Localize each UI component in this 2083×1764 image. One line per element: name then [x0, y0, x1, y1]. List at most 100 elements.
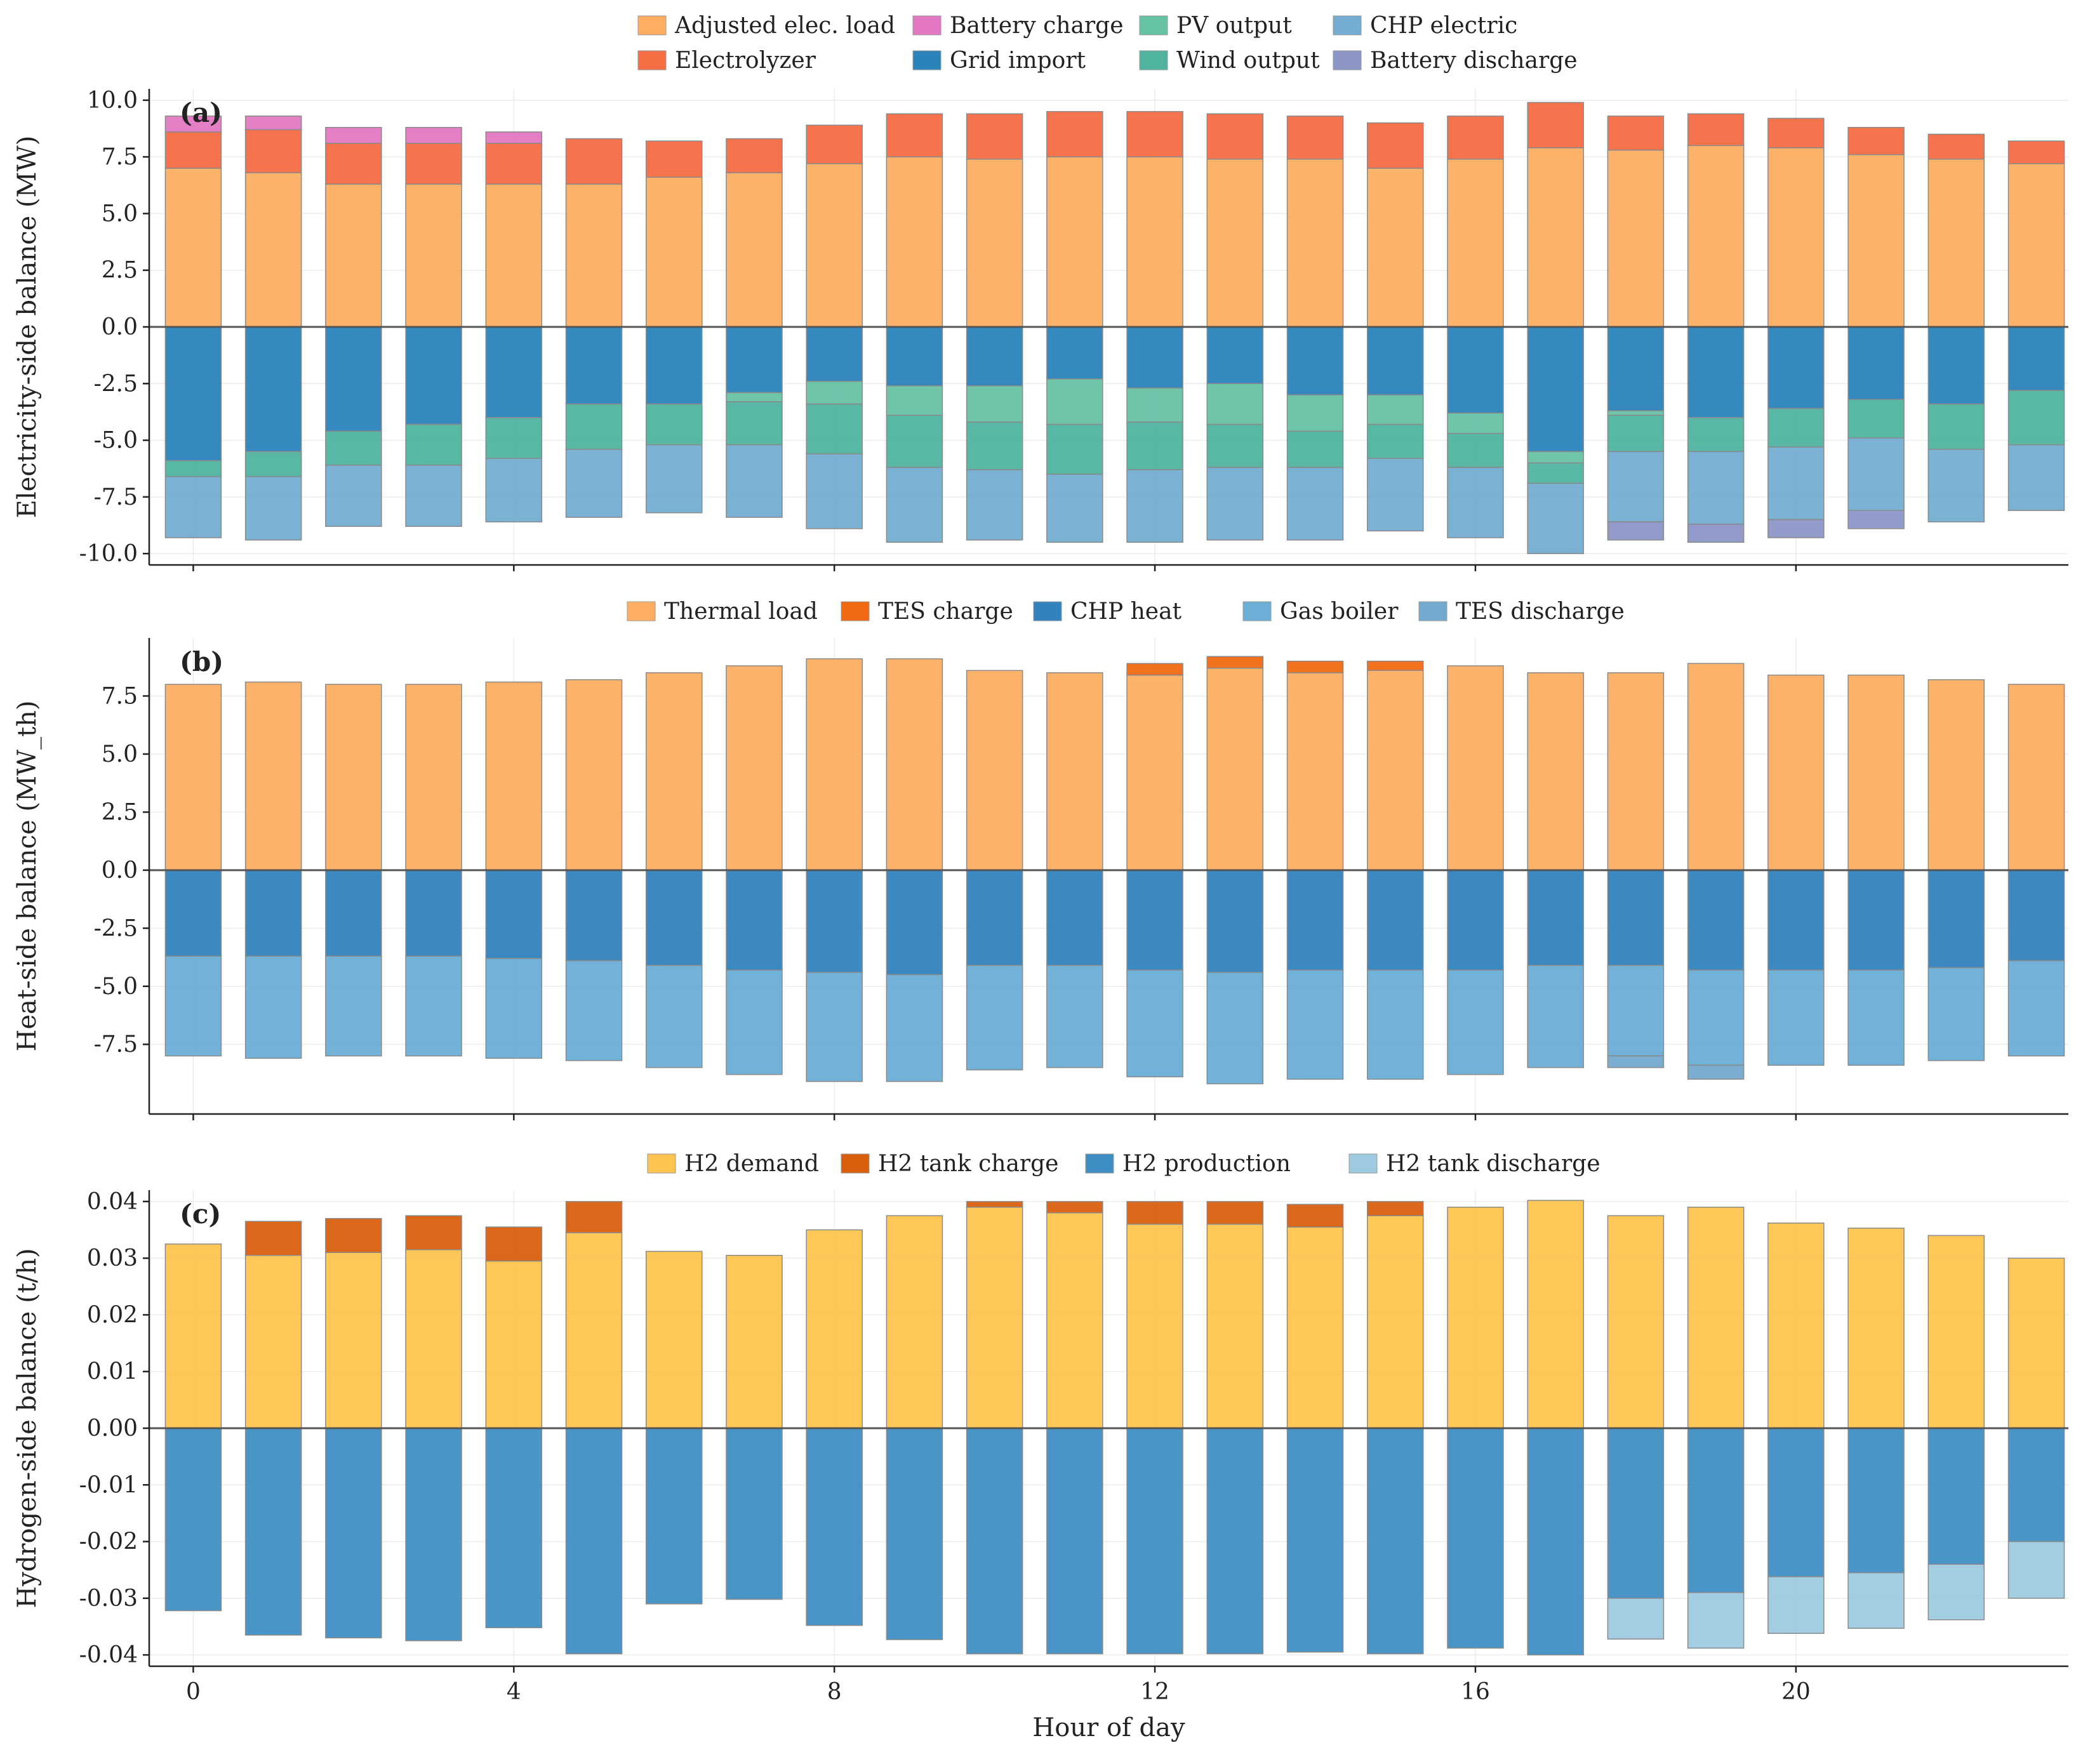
bar-segment — [565, 679, 623, 871]
bar-segment — [164, 1428, 222, 1612]
bar-segment — [325, 870, 382, 957]
bar-segment — [164, 116, 222, 133]
bar-segment — [645, 176, 703, 328]
bar-segment — [966, 1201, 1023, 1208]
bar-segment — [726, 401, 783, 446]
bar-segment — [1206, 423, 1264, 468]
bar-segment — [1126, 387, 1183, 423]
bar-segment — [244, 451, 302, 477]
legend-label: Adjusted elec. load — [674, 13, 895, 39]
legend-label: Battery charge — [950, 13, 1124, 39]
bar-segment — [485, 1428, 543, 1629]
bar-segment — [1286, 870, 1344, 971]
y-tick-label: -0.04 — [79, 1642, 138, 1668]
bar-segment — [565, 1232, 623, 1429]
bar-segment — [485, 142, 543, 185]
bar-segment — [1366, 394, 1424, 425]
bar-segment — [565, 183, 623, 328]
bar-segment — [886, 1428, 943, 1640]
y-tick-label: 2.5 — [102, 799, 138, 825]
bar-segment — [405, 1428, 462, 1641]
bar-segment — [405, 1215, 462, 1250]
bar-segment — [1607, 672, 1665, 871]
bar-segment — [1046, 156, 1103, 328]
bar-segment — [1527, 672, 1584, 871]
bar-segment — [485, 131, 543, 144]
bar-segment — [886, 385, 943, 416]
bar-segment — [325, 142, 382, 185]
bar-segment — [1286, 326, 1344, 395]
bar-segment — [645, 403, 703, 446]
bar-segment — [1286, 1226, 1344, 1429]
bar-segment — [1767, 969, 1825, 1066]
bar-segment — [1126, 1201, 1183, 1225]
bar-segment — [1046, 326, 1103, 380]
y-tick-label: 10.0 — [87, 88, 138, 114]
bar-segment — [1286, 1204, 1344, 1228]
bar-segment — [1447, 116, 1504, 160]
legend-swatch — [841, 601, 870, 621]
bar-segment — [645, 1428, 703, 1605]
bar-segment — [1206, 1428, 1264, 1655]
bar-segment — [1286, 1428, 1344, 1653]
bar-segment — [1447, 467, 1504, 538]
legend-label: Grid import — [950, 48, 1086, 74]
x-axis-title: Hour of day — [1032, 1713, 1185, 1742]
bar-segment — [1687, 870, 1745, 971]
bar-segment — [726, 138, 783, 173]
bar-segment — [565, 326, 623, 405]
bar-segment — [1206, 383, 1264, 425]
bar-segment — [1527, 451, 1584, 464]
bar-segment — [1847, 437, 1905, 512]
bar-segment — [726, 665, 783, 871]
bar-segment — [565, 403, 623, 450]
bar-segment — [1046, 1201, 1103, 1214]
bar-segment — [405, 1249, 462, 1429]
bar-segment — [645, 326, 703, 405]
bar-segment — [1206, 467, 1264, 541]
legend-swatch — [637, 15, 667, 36]
bar-segment — [485, 681, 543, 871]
bar-segment — [645, 140, 703, 178]
y-tick-label: -0.03 — [79, 1586, 138, 1612]
legend: Thermal load TES charge CHP heat Gas boiler… — [627, 599, 1625, 625]
y-tick-label: 5.0 — [102, 201, 138, 227]
bar-segment — [244, 129, 302, 173]
bar-segment — [966, 1207, 1023, 1429]
y-tick-label: -2.5 — [94, 915, 138, 941]
bar-segment — [806, 124, 863, 164]
bar-segment — [1286, 394, 1344, 432]
bar-segment — [806, 453, 863, 529]
bar-segment — [1447, 969, 1504, 1075]
bar-segment — [1847, 870, 1905, 971]
bar-segment — [966, 326, 1023, 387]
y-tick-label: 0.00 — [87, 1416, 138, 1442]
panel-label: (b) — [180, 646, 223, 677]
bar-segment — [1847, 399, 1905, 439]
bar-segment — [1286, 969, 1344, 1080]
bar-segment — [565, 1428, 623, 1655]
legend-label: Thermal load — [664, 599, 818, 625]
bar-segment — [1046, 672, 1103, 871]
bar-segment — [645, 870, 703, 966]
bar-segment — [966, 469, 1023, 541]
y-tick-label: 0.02 — [87, 1302, 138, 1328]
bar-segment — [1366, 168, 1424, 328]
bar-segment — [1927, 967, 1985, 1061]
bar-segment — [1767, 147, 1825, 328]
bar-segment — [164, 684, 222, 871]
bar-segment — [2007, 1541, 2065, 1599]
y-axis-title: Hydrogen-side balance (t/h) — [13, 1248, 42, 1608]
bar-segment — [806, 326, 863, 382]
bar-segment — [1927, 158, 1985, 328]
legend-swatch — [627, 601, 656, 621]
bar-segment — [886, 658, 943, 871]
bar-segment — [1927, 403, 1985, 450]
bar-segment — [886, 414, 943, 468]
bar-segment — [1687, 1592, 1745, 1649]
bar-segment — [1527, 1200, 1584, 1429]
bar-segment — [1927, 326, 1985, 405]
bar-segment — [966, 421, 1023, 470]
bar-segment — [966, 965, 1023, 1071]
y-tick-label: 0.01 — [87, 1359, 138, 1385]
